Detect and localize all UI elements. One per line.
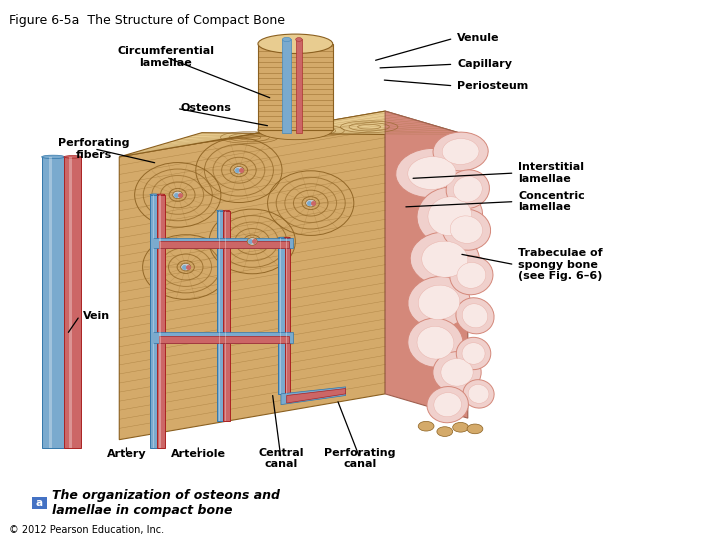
Text: Arteriole: Arteriole — [171, 449, 226, 459]
Ellipse shape — [279, 237, 285, 238]
Text: © 2012 Pearson Education, Inc.: © 2012 Pearson Education, Inc. — [9, 525, 164, 535]
Ellipse shape — [457, 262, 486, 288]
Text: Periosteum: Periosteum — [457, 81, 528, 91]
Ellipse shape — [418, 421, 434, 431]
Text: Osteons: Osteons — [180, 104, 231, 113]
Text: Venule: Venule — [457, 33, 500, 43]
Polygon shape — [279, 238, 285, 394]
Ellipse shape — [42, 155, 65, 159]
Polygon shape — [120, 111, 385, 440]
Ellipse shape — [157, 194, 165, 195]
Polygon shape — [287, 388, 346, 403]
Ellipse shape — [422, 241, 468, 277]
Ellipse shape — [408, 318, 463, 367]
Text: Circumferential
lamellae: Circumferential lamellae — [117, 46, 215, 68]
Polygon shape — [159, 194, 161, 448]
Text: Figure 6-5a  The Structure of Compact Bone: Figure 6-5a The Structure of Compact Bon… — [9, 14, 285, 27]
Ellipse shape — [463, 380, 494, 408]
Ellipse shape — [258, 120, 333, 140]
Ellipse shape — [454, 177, 482, 202]
Circle shape — [181, 264, 191, 271]
Ellipse shape — [433, 132, 488, 171]
Polygon shape — [150, 194, 159, 448]
Ellipse shape — [408, 157, 456, 190]
Ellipse shape — [442, 209, 490, 250]
Ellipse shape — [258, 34, 333, 53]
Polygon shape — [153, 194, 154, 448]
Text: Concentric
lamellae: Concentric lamellae — [518, 191, 585, 212]
Circle shape — [247, 238, 257, 245]
FancyBboxPatch shape — [32, 497, 47, 509]
Polygon shape — [225, 211, 226, 421]
Polygon shape — [217, 211, 225, 421]
Text: Trabeculae of
spongy bone
(see Fig. 6–6): Trabeculae of spongy bone (see Fig. 6–6) — [518, 248, 603, 281]
Polygon shape — [159, 336, 289, 343]
Ellipse shape — [396, 148, 468, 198]
Ellipse shape — [446, 170, 490, 208]
Ellipse shape — [296, 38, 302, 42]
Ellipse shape — [150, 194, 159, 195]
Polygon shape — [280, 238, 282, 394]
Ellipse shape — [450, 216, 482, 244]
Polygon shape — [282, 39, 291, 133]
Ellipse shape — [456, 298, 494, 334]
Circle shape — [306, 199, 316, 207]
Polygon shape — [159, 241, 289, 248]
Text: The organization of osteons and
lamellae in compact bone: The organization of osteons and lamellae… — [53, 489, 280, 517]
Polygon shape — [385, 111, 468, 418]
Ellipse shape — [417, 187, 482, 245]
Polygon shape — [284, 238, 290, 394]
Polygon shape — [153, 238, 293, 248]
Ellipse shape — [417, 326, 454, 359]
Ellipse shape — [462, 343, 485, 364]
Circle shape — [173, 191, 183, 199]
Text: Interstitial
lamellae: Interstitial lamellae — [518, 162, 584, 184]
Polygon shape — [42, 157, 65, 448]
Ellipse shape — [456, 338, 491, 370]
Polygon shape — [258, 44, 333, 130]
Ellipse shape — [418, 285, 460, 320]
Ellipse shape — [408, 276, 470, 328]
Polygon shape — [153, 332, 293, 343]
Ellipse shape — [428, 197, 472, 235]
Polygon shape — [219, 211, 220, 421]
Ellipse shape — [450, 256, 493, 295]
Ellipse shape — [410, 232, 480, 286]
Text: Artery: Artery — [107, 449, 146, 459]
Polygon shape — [69, 157, 72, 448]
Polygon shape — [281, 387, 346, 404]
Polygon shape — [120, 111, 468, 157]
Ellipse shape — [284, 237, 290, 238]
Text: Perforating
fibers: Perforating fibers — [58, 138, 130, 160]
Ellipse shape — [441, 359, 473, 386]
Text: Perforating
canal: Perforating canal — [324, 448, 396, 469]
Polygon shape — [223, 211, 230, 421]
Ellipse shape — [468, 384, 489, 403]
Ellipse shape — [433, 352, 481, 393]
Ellipse shape — [427, 387, 469, 423]
Ellipse shape — [462, 304, 487, 328]
Text: Capillary: Capillary — [457, 59, 512, 69]
Ellipse shape — [223, 210, 230, 211]
Ellipse shape — [282, 37, 291, 42]
Polygon shape — [48, 157, 52, 448]
Ellipse shape — [437, 427, 453, 436]
Ellipse shape — [64, 156, 81, 158]
Ellipse shape — [217, 210, 225, 211]
Ellipse shape — [467, 424, 483, 434]
Ellipse shape — [453, 422, 469, 432]
Polygon shape — [64, 157, 81, 448]
Ellipse shape — [442, 139, 479, 165]
Circle shape — [234, 166, 244, 174]
Text: Central
canal: Central canal — [258, 448, 304, 469]
Text: Vein: Vein — [84, 311, 110, 321]
Polygon shape — [157, 194, 165, 448]
Text: a: a — [36, 498, 43, 508]
Ellipse shape — [434, 393, 462, 417]
Polygon shape — [296, 39, 302, 133]
